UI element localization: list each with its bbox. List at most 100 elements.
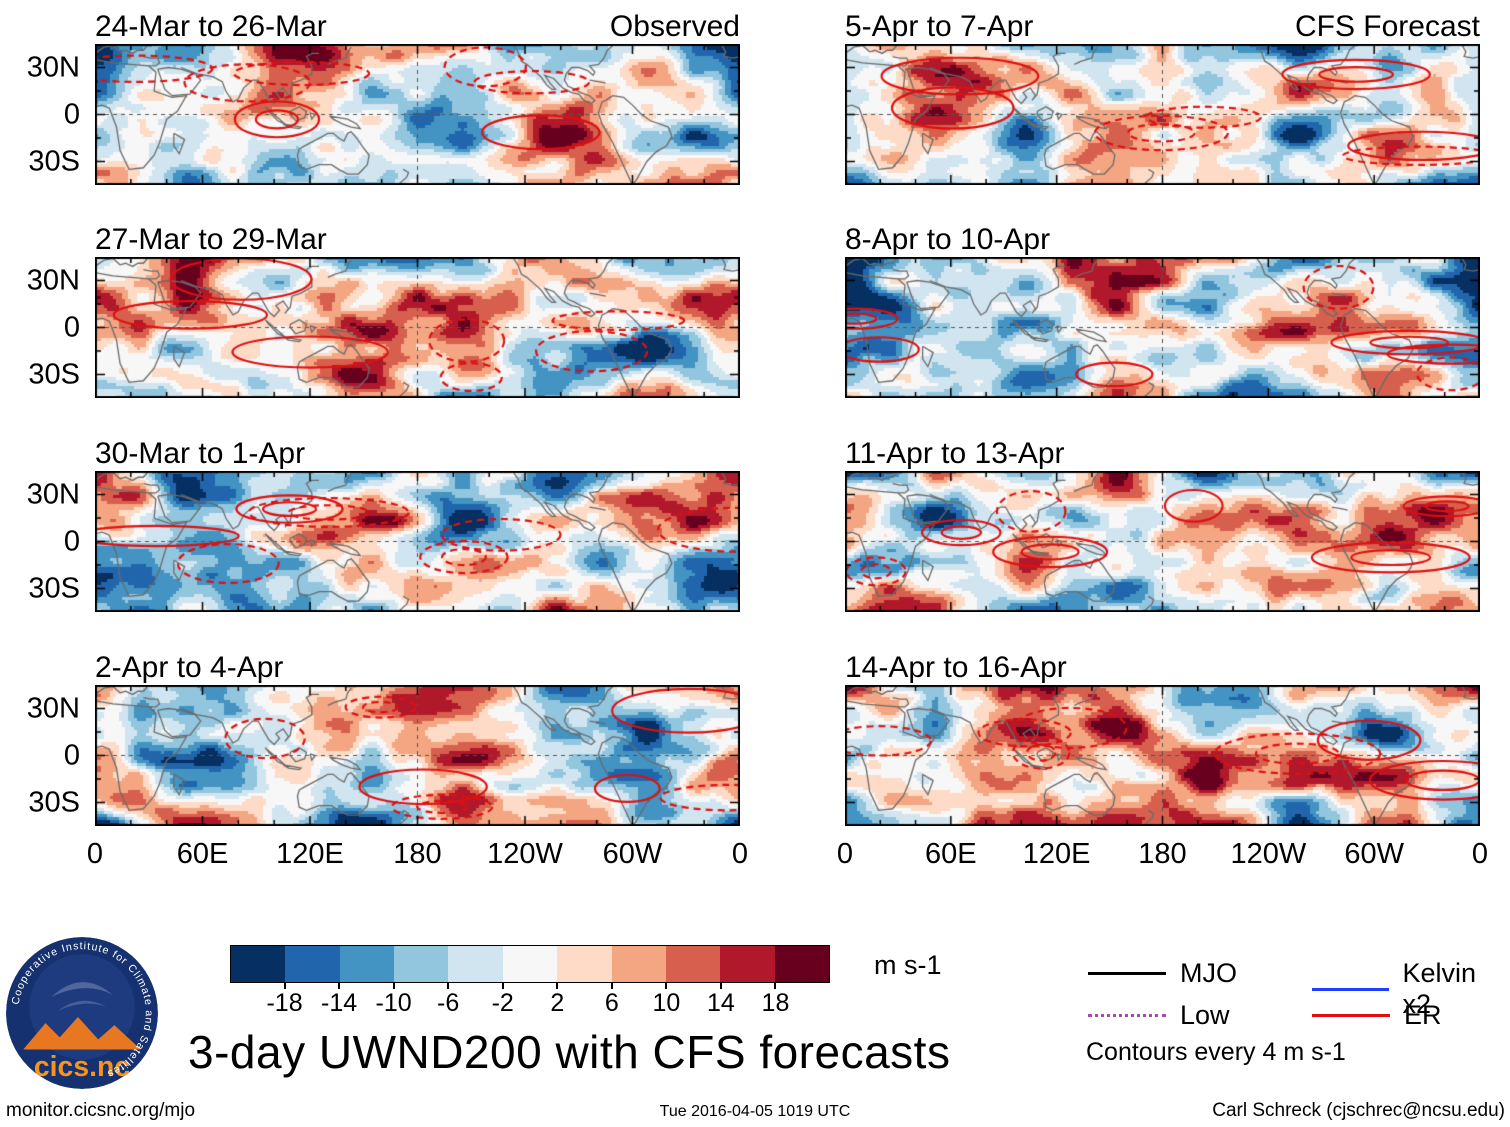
y-tick-label: 30S xyxy=(28,358,80,390)
y-tick-label: 0 xyxy=(63,525,80,557)
x-axis-observed: 0 60E 120E 180 120W 60W 0 xyxy=(87,838,748,878)
legend-label: Kelvin x2 xyxy=(1402,958,1477,1019)
x-tick-label: 120W xyxy=(487,838,563,870)
mjo-line-icon xyxy=(1088,972,1166,975)
legend-item-mjo: MJO xyxy=(1088,958,1237,989)
colorbar-tick xyxy=(719,983,722,989)
panel-title: 24-Mar to 26-Mar xyxy=(95,10,327,43)
x-tick-label: 60W xyxy=(602,838,663,870)
legend-label: ER xyxy=(1404,1000,1442,1030)
logo-swirl-icon xyxy=(51,982,113,997)
colorbar-tick xyxy=(774,983,777,989)
colorbar-segment xyxy=(448,946,503,982)
colorbar-segment xyxy=(231,946,286,982)
cicsnc-logo: cics.nc Cooperative Institute for Climat… xyxy=(6,937,158,1089)
logo-text: cics.nc xyxy=(34,1051,130,1083)
colorbar-tick xyxy=(665,983,668,989)
x-tick-label: 60E xyxy=(925,838,977,870)
x-tick-label: 180 xyxy=(393,838,442,870)
map-panel-forecast-4: 14-Apr to 16-Apr xyxy=(845,649,1480,826)
colorbar-tick xyxy=(338,983,341,989)
panel-header: 2-Apr to 4-Apr xyxy=(95,649,740,685)
legend-item-low: Low xyxy=(1088,1000,1230,1031)
map-panel-forecast-3: 11-Apr to 13-Apr xyxy=(845,435,1480,612)
panel-header: 11-Apr to 13-Apr xyxy=(845,435,1480,471)
column-header-observed: Observed xyxy=(609,10,740,43)
panel-title: 14-Apr to 16-Apr xyxy=(845,651,1067,684)
map-canvas xyxy=(845,685,1480,826)
low-line-icon xyxy=(1088,1014,1166,1017)
figure-title: 3-day UWND200 with CFS forecasts xyxy=(188,1026,951,1078)
colorbar-tick xyxy=(447,983,450,989)
map-panel-forecast-2: 8-Apr to 10-Apr xyxy=(845,221,1480,398)
legend-item-er: ER xyxy=(1312,1000,1442,1031)
y-tick-label: 30N xyxy=(26,264,80,296)
map-panel-observed-4: 2-Apr to 4-Apr 30N 0 30S xyxy=(27,649,740,826)
colorbar-segment xyxy=(394,946,449,982)
colorbar-segment xyxy=(339,946,395,982)
map-canvas xyxy=(95,471,740,612)
colorbar-tick-label: -10 xyxy=(375,989,412,1017)
colorbar-segment xyxy=(502,946,558,982)
er-line-icon xyxy=(1312,1014,1390,1017)
kelvin-line-icon xyxy=(1312,987,1389,991)
map-panel-observed-2: 27-Mar to 29-Mar 30N 0 30S xyxy=(27,221,740,398)
footer-timestamp: Tue 2016-04-05 1019 UTC xyxy=(659,1103,851,1120)
map-canvas xyxy=(95,44,740,185)
x-tick-label: 60E xyxy=(176,838,229,870)
y-axis-labels: 30N 0 30S xyxy=(0,257,88,398)
column-header-forecast: CFS Forecast xyxy=(1294,10,1480,43)
colorbar-tick-label: 10 xyxy=(652,989,681,1017)
colorbar-tick-label: -6 xyxy=(437,989,460,1017)
y-tick-label: 0 xyxy=(63,311,80,343)
x-tick-label: 120E xyxy=(1022,838,1091,870)
logo-swirl-icon xyxy=(57,1000,107,1011)
y-tick-label: 30S xyxy=(28,786,80,818)
map-canvas xyxy=(845,257,1480,398)
x-tick-label: 0 xyxy=(836,838,854,870)
colorbar-tick-label: 18 xyxy=(761,989,790,1017)
y-tick-label: 30N xyxy=(26,692,80,724)
legend-label: Low xyxy=(1180,1000,1230,1030)
map-canvas xyxy=(95,685,740,826)
legend-item-kelvin: Kelvin x2 xyxy=(1312,958,1510,1020)
colorbar xyxy=(230,945,830,983)
footer-url: monitor.cicsnc.org/mjo xyxy=(6,1100,196,1121)
x-tick-label: 180 xyxy=(1138,838,1187,870)
panel-title: 8-Apr to 10-Apr xyxy=(845,223,1051,256)
panel-header: 27-Mar to 29-Mar xyxy=(95,221,740,257)
panel-header: 14-Apr to 16-Apr xyxy=(845,649,1480,685)
colorbar-segment xyxy=(285,946,340,982)
y-tick-label: 30S xyxy=(28,145,80,177)
panel-title: 27-Mar to 29-Mar xyxy=(95,223,327,256)
colorbar-segment xyxy=(611,946,666,982)
y-tick-label: 30N xyxy=(26,478,80,510)
y-axis-labels: 30N 0 30S xyxy=(0,685,88,826)
x-tick-label: 60W xyxy=(1344,838,1404,870)
y-axis-labels: 30N 0 30S xyxy=(0,471,88,612)
panel-header: 5-Apr to 7-Apr CFS Forecast xyxy=(845,8,1480,44)
colorbar-tick xyxy=(556,983,559,989)
panel-header: 24-Mar to 26-Mar Observed xyxy=(95,8,740,44)
x-tick-label: 0 xyxy=(1471,838,1489,870)
x-tick-label: 0 xyxy=(731,838,749,870)
colorbar-tick-label: 2 xyxy=(550,989,565,1017)
colorbar-tick-label: -18 xyxy=(266,989,303,1017)
panel-title: 5-Apr to 7-Apr xyxy=(845,10,1034,43)
legend-label: MJO xyxy=(1180,958,1237,988)
panel-title: 2-Apr to 4-Apr xyxy=(95,651,284,684)
y-tick-label: 30N xyxy=(26,51,80,83)
x-tick-label: 120W xyxy=(1230,838,1307,870)
colorbar-tick-label: 6 xyxy=(604,989,619,1017)
map-panel-forecast-1: 5-Apr to 7-Apr CFS Forecast xyxy=(845,8,1480,185)
colorbar-tick-label: -2 xyxy=(491,989,514,1017)
y-axis-labels: 30N 0 30S xyxy=(0,44,88,185)
map-canvas xyxy=(845,471,1480,612)
x-tick-label: 0 xyxy=(86,838,104,870)
colorbar-tick xyxy=(283,983,286,989)
panel-header: 30-Mar to 1-Apr xyxy=(95,435,740,471)
map-panel-observed-1: 24-Mar to 26-Mar Observed 30N 0 30S xyxy=(27,8,740,185)
colorbar-tick xyxy=(610,983,613,989)
colorbar-segment xyxy=(774,946,829,982)
